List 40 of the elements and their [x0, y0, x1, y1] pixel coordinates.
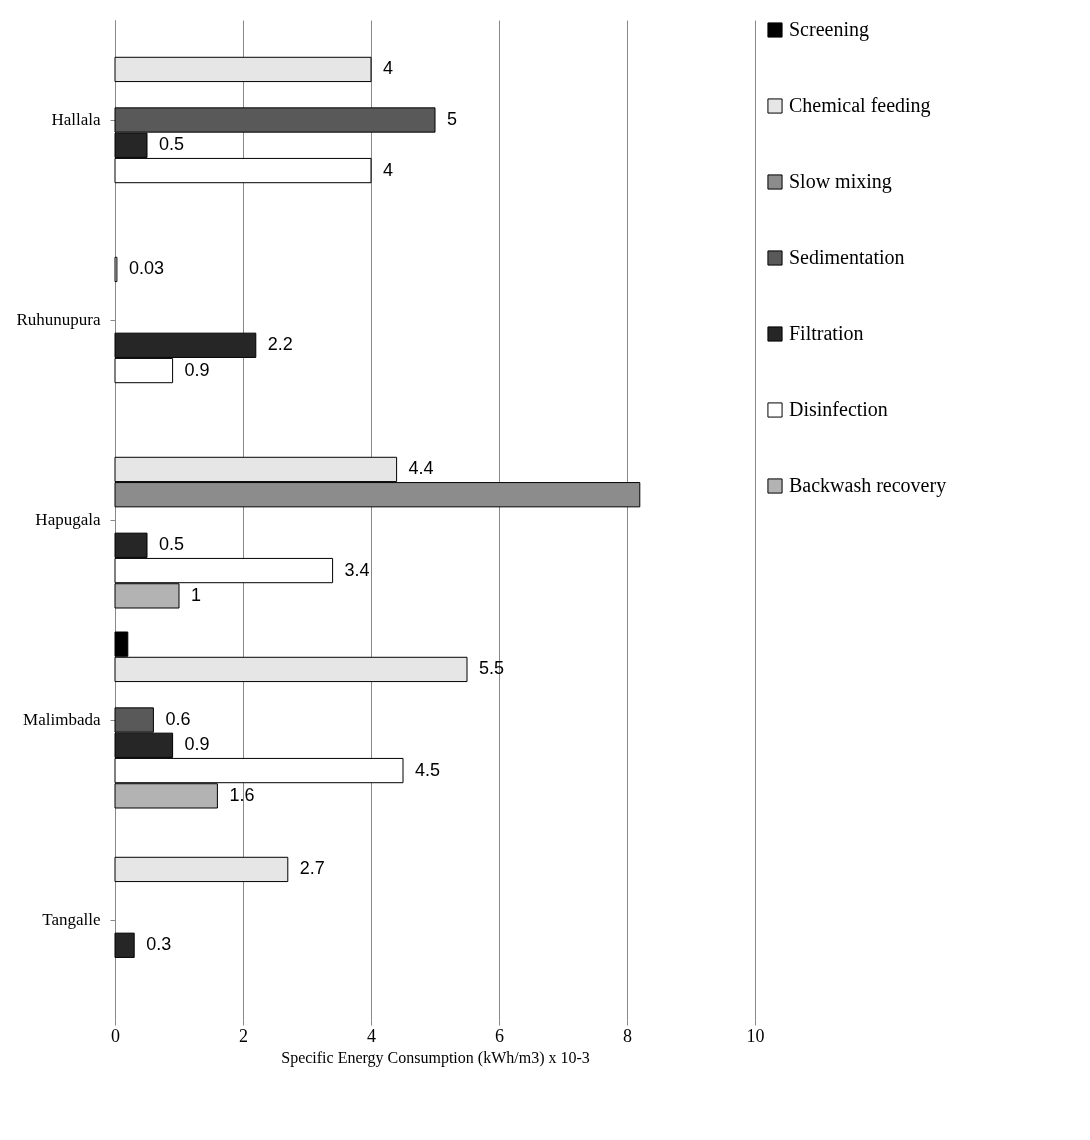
- data-label: 1.6: [229, 784, 255, 805]
- data-label: 4.5: [415, 759, 441, 780]
- data-label: 5: [447, 109, 458, 129]
- data-label: 2.2: [267, 334, 293, 355]
- data-label: 0.03: [128, 258, 164, 279]
- legend-label: Disinfection: [789, 398, 888, 420]
- x-tick-label: 2: [239, 1025, 248, 1046]
- bar: [114, 856, 289, 883]
- x-tick-label: 6: [495, 1025, 504, 1046]
- data-label: 4.4: [408, 458, 434, 479]
- data-label: 0.9: [184, 359, 210, 380]
- data-label: 4: [383, 58, 394, 79]
- data-label: 1: [191, 584, 202, 605]
- bar: [114, 932, 135, 958]
- data-label: 0.5: [159, 134, 185, 155]
- data-label: 0.3: [146, 934, 172, 955]
- y-tick-label: Hapugala: [35, 510, 101, 529]
- x-tick-label: 8: [623, 1025, 632, 1046]
- legend-label: Backwash recovery: [789, 474, 947, 497]
- legend-label: Slow mixing: [789, 170, 892, 193]
- legend-label: Filtration: [789, 322, 864, 344]
- y-tick-label: Malimbada: [23, 710, 101, 729]
- data-label: 2.7: [299, 858, 325, 879]
- y-tick-label: Ruhunupura: [16, 310, 101, 329]
- legend-label: Chemical feeding: [789, 94, 931, 117]
- x-tick-label: 4: [367, 1025, 376, 1046]
- data-label: 3.4: [344, 559, 370, 580]
- y-tick-label: Tangalle: [42, 910, 101, 929]
- bar: [114, 56, 372, 83]
- x-tick-label: 0: [111, 1025, 120, 1046]
- legend-label: Screening: [789, 18, 869, 41]
- data-label: 5.5: [479, 658, 505, 679]
- data-label: 4: [383, 159, 394, 180]
- x-tick-label: 10: [746, 1025, 765, 1046]
- data-label: 0.9: [184, 734, 210, 755]
- y-tick-label: Hallala: [51, 110, 101, 129]
- data-label: 0.6: [165, 709, 191, 729]
- data-label: 0.5: [159, 534, 185, 555]
- x-axis-title: Specific Energy Consumption (kWh/m3) x 10-3: [281, 1048, 590, 1067]
- legend-label: Sedimentation: [789, 246, 905, 268]
